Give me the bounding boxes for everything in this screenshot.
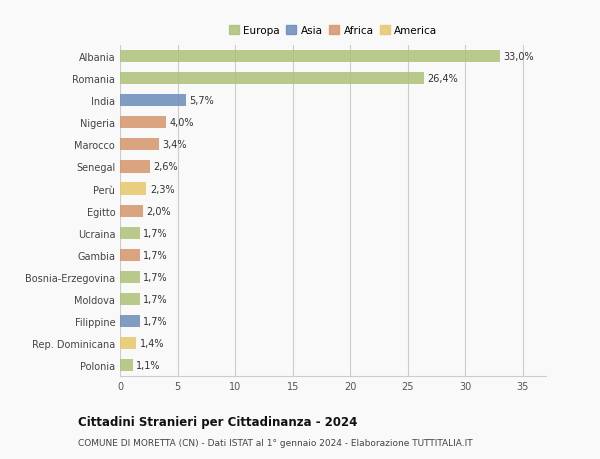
Bar [120,293,140,305]
Text: 5,7%: 5,7% [189,96,214,106]
Text: COMUNE DI MORETTA (CN) - Dati ISTAT al 1° gennaio 2024 - Elaborazione TUTTITALIA: COMUNE DI MORETTA (CN) - Dati ISTAT al 1… [78,438,473,448]
Bar [120,249,140,261]
Bar [120,117,166,129]
Text: 1,7%: 1,7% [143,272,167,282]
Bar [120,205,143,217]
Bar [120,183,146,195]
Bar [120,227,140,239]
Text: 26,4%: 26,4% [427,74,458,84]
Legend: Europa, Asia, Africa, America: Europa, Asia, Africa, America [224,22,442,40]
Text: 4,0%: 4,0% [170,118,194,128]
Text: 1,7%: 1,7% [143,316,167,326]
Text: 3,4%: 3,4% [163,140,187,150]
Text: 1,4%: 1,4% [140,338,164,348]
Text: 1,7%: 1,7% [143,294,167,304]
Bar [120,359,133,371]
Text: 2,6%: 2,6% [154,162,178,172]
Bar [120,51,500,63]
Bar [120,139,159,151]
Text: 2,3%: 2,3% [150,184,175,194]
Text: 1,7%: 1,7% [143,250,167,260]
Text: 33,0%: 33,0% [503,52,534,62]
Bar [120,337,136,349]
Text: 2,0%: 2,0% [146,206,171,216]
Text: Cittadini Stranieri per Cittadinanza - 2024: Cittadini Stranieri per Cittadinanza - 2… [78,415,358,428]
Bar [120,95,185,107]
Bar [120,161,150,173]
Bar [120,271,140,283]
Bar [120,73,424,85]
Text: 1,1%: 1,1% [136,360,161,370]
Text: 1,7%: 1,7% [143,228,167,238]
Bar [120,315,140,327]
